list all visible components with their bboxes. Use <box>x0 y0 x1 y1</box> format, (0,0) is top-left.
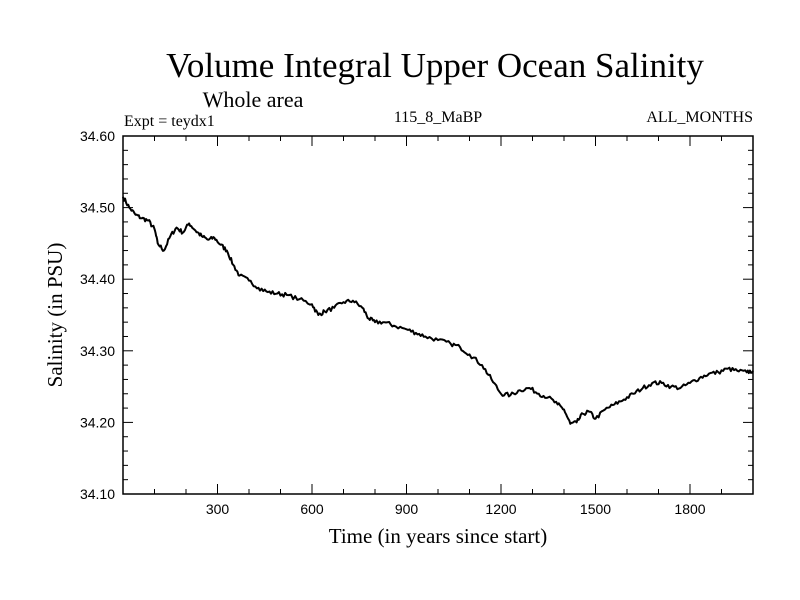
y-tick-label: 34.50 <box>80 200 115 216</box>
plot-frame <box>122 135 754 495</box>
y-tick-label: 34.60 <box>80 128 115 144</box>
chart-subtitle: Whole area <box>203 87 304 112</box>
chart-title: Volume Integral Upper Ocean Salinity <box>166 46 704 85</box>
y-tick-labels: 34.10 34.20 34.30 34.40 34.50 34.60 <box>80 128 115 502</box>
x-tick-label: 1800 <box>674 501 705 517</box>
y-tick-label: 34.30 <box>80 343 115 359</box>
x-tick-label: 1500 <box>580 501 611 517</box>
x-axis-label: Time (in years since start) <box>329 524 548 548</box>
x-tick-label: 300 <box>206 501 230 517</box>
x-tick-labels: 300 600 900 1200 1500 1800 <box>206 501 706 517</box>
period-label: 115_8_MaBP <box>394 109 482 126</box>
y-tick-label: 34.40 <box>80 271 115 287</box>
x-tick-label: 600 <box>300 501 324 517</box>
x-tick-label: 900 <box>395 501 419 517</box>
y-tick-label: 34.10 <box>80 486 115 502</box>
experiment-label: Expt = teydx1 <box>124 113 215 130</box>
x-tick-label: 1200 <box>485 501 516 517</box>
salinity-series-line <box>122 196 754 425</box>
months-label: ALL_MONTHS <box>646 109 753 126</box>
y-axis-label: Salinity (in PSU) <box>43 243 67 388</box>
y-tick-label: 34.20 <box>80 414 115 430</box>
axis-ticks <box>123 136 753 494</box>
